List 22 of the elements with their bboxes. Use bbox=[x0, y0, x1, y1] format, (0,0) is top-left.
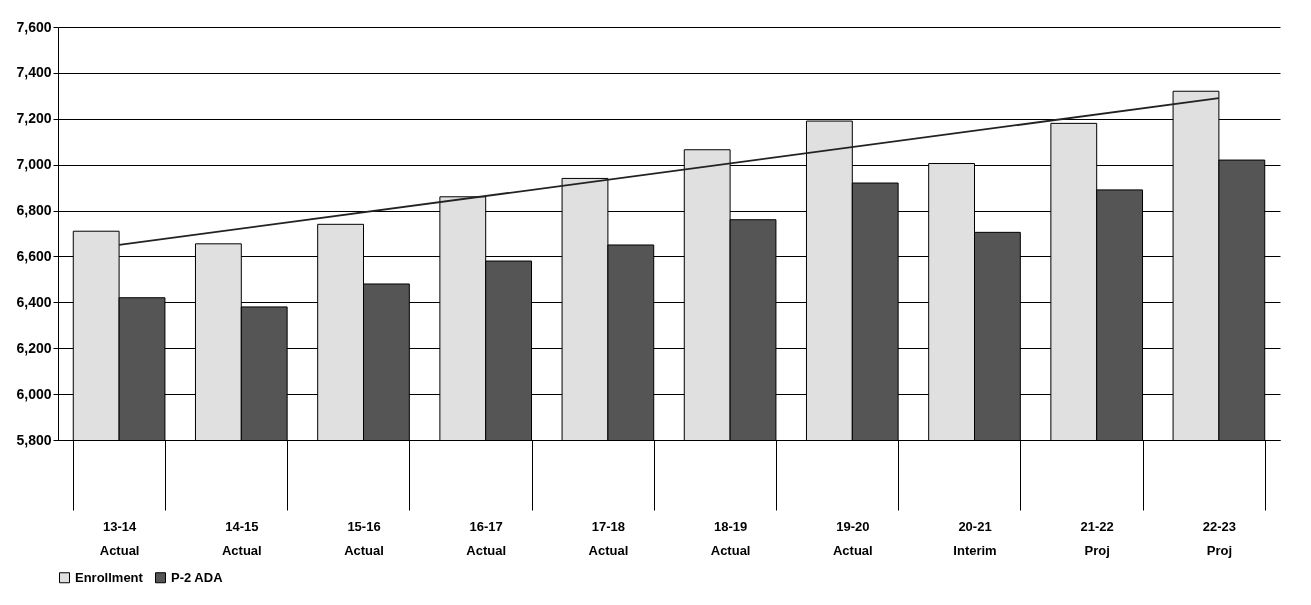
y-tick-label: 6,200 bbox=[16, 339, 52, 356]
x-tick-label: 18-19 Actual bbox=[710, 518, 751, 558]
x-tick-label: 13-14 Actual bbox=[99, 518, 140, 558]
x-tick-label: 22-23 Proj bbox=[1202, 518, 1237, 558]
y-tick-label: 6,600 bbox=[16, 247, 52, 264]
x-tick-label: 20-21 Interim bbox=[953, 518, 997, 558]
y-tick-label: 7,600 bbox=[16, 18, 52, 35]
x-tick-label: 19-20 Actual bbox=[832, 518, 873, 558]
x-tick-label: 21-22 Proj bbox=[1080, 518, 1114, 558]
x-tick-label: 14-15 Actual bbox=[221, 518, 262, 558]
legend-label: P-2 ADA bbox=[171, 569, 224, 585]
x-tick-label: 17-18 Actual bbox=[588, 518, 629, 558]
legend-label: Enrollment bbox=[75, 569, 144, 585]
y-tick-label: 6,000 bbox=[16, 385, 52, 402]
y-tick-label: 7,400 bbox=[16, 64, 52, 81]
y-tick-label: 6,800 bbox=[16, 202, 52, 219]
x-tick-label: 15-16 Actual bbox=[344, 518, 384, 558]
y-tick-label: 6,400 bbox=[16, 293, 52, 310]
y-tick-label: 7,000 bbox=[16, 156, 52, 173]
y-tick-label: 5,800 bbox=[16, 431, 52, 448]
x-tick-label: 16-17 Actual bbox=[466, 518, 507, 558]
y-tick-label: 7,200 bbox=[16, 110, 52, 127]
